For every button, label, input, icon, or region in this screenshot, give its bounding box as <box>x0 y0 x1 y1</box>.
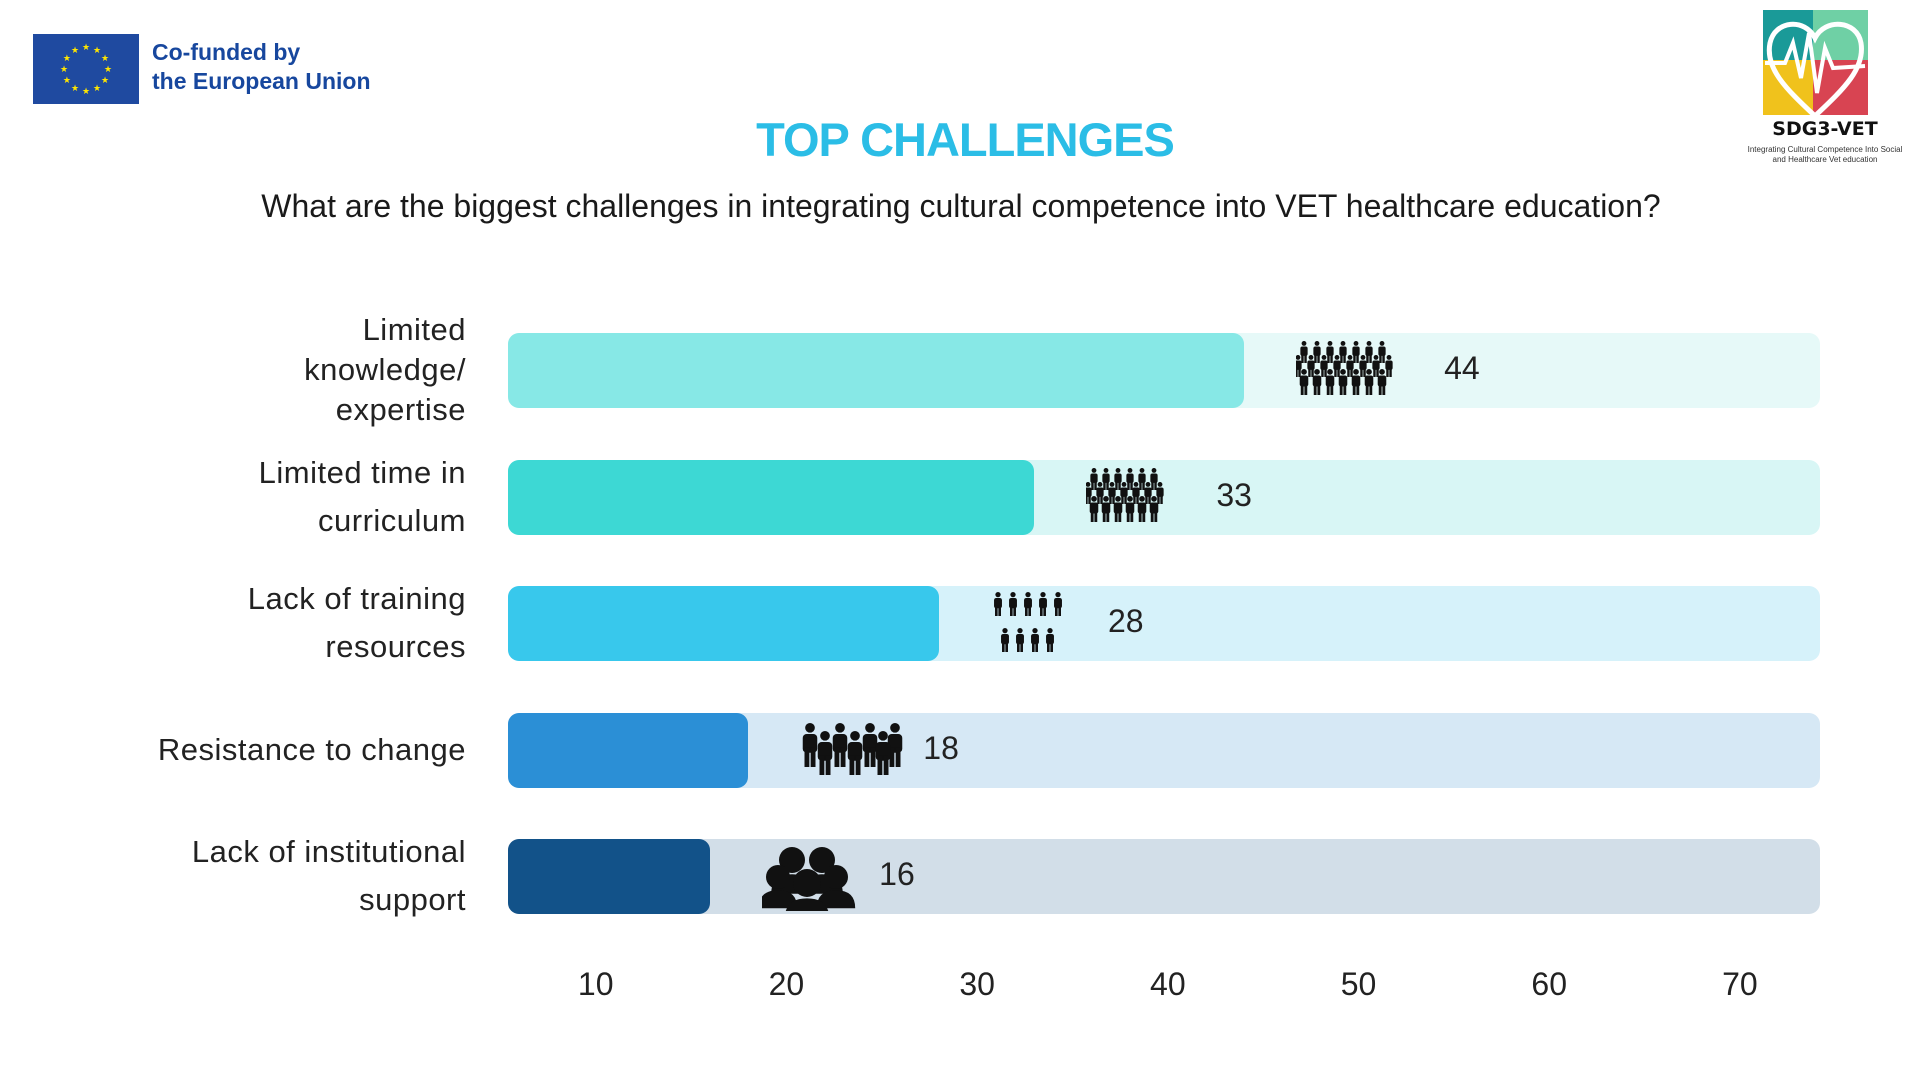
bar-track <box>508 839 1820 914</box>
people-group-icon <box>1086 468 1164 522</box>
logo-subtitle-line-2: and Healthcare Vet education <box>1772 155 1878 164</box>
bar <box>508 839 711 914</box>
svg-text:★: ★ <box>63 75 71 85</box>
svg-text:★: ★ <box>104 64 112 74</box>
people-group-icon <box>1296 341 1393 395</box>
people-group-icon <box>803 723 903 775</box>
bar <box>508 586 939 661</box>
category-label-line: curriculum <box>318 503 466 538</box>
category-label: Resistance to change <box>158 726 466 774</box>
logo-subtitle: Integrating Cultural Competence Into Soc… <box>1740 145 1910 165</box>
x-tick-label: 60 <box>1531 966 1568 1002</box>
chart-subtitle: What are the biggest challenges in integ… <box>261 188 1661 224</box>
category-label: Lack of institutional support <box>192 828 466 924</box>
logo-title: SDG3-VET <box>1772 118 1878 140</box>
x-tick-label: 10 <box>577 966 614 1002</box>
funder-text: Co-funded by the European Union <box>152 38 371 96</box>
svg-text:★: ★ <box>71 45 79 55</box>
category-label-line: resources <box>325 629 466 664</box>
bar-track <box>508 586 1820 661</box>
category-label-line: Limited time in <box>258 455 466 490</box>
svg-text:★: ★ <box>93 45 101 55</box>
svg-text:★: ★ <box>60 64 68 74</box>
value-label: 33 <box>1216 477 1252 513</box>
svg-text:★: ★ <box>82 42 90 52</box>
bar-track <box>508 333 1820 408</box>
svg-text:★: ★ <box>93 83 101 93</box>
category-label-line: Limited <box>362 312 466 347</box>
eu-flag-logo: ★ ★ ★ ★ ★ ★ ★ ★ ★ ★ ★ ★ <box>33 34 139 104</box>
people-group-icon <box>994 592 1062 652</box>
sdg3-vet-heart-logo <box>1763 10 1868 120</box>
category-label-line: Lack of training <box>247 581 466 616</box>
value-label: 16 <box>879 856 915 892</box>
svg-text:★: ★ <box>101 75 109 85</box>
category-label-line: expertise <box>335 392 466 427</box>
svg-text:★: ★ <box>71 83 79 93</box>
bar-track <box>508 713 1820 788</box>
bar <box>508 333 1245 408</box>
value-label: 28 <box>1107 603 1144 639</box>
category-label: Lack of training resources <box>248 575 466 671</box>
bar <box>508 713 749 788</box>
bar-track <box>508 460 1820 535</box>
funder-line-1: Co-funded by <box>152 39 301 65</box>
svg-text:★: ★ <box>82 86 90 96</box>
svg-text:★: ★ <box>101 53 109 63</box>
x-tick-label: 30 <box>959 966 995 1002</box>
svg-text:★: ★ <box>63 53 71 63</box>
x-tick-label: 70 <box>1722 966 1758 1002</box>
logo-subtitle-line-1: Integrating Cultural Competence Into Soc… <box>1747 145 1903 154</box>
bar <box>508 460 1035 535</box>
funder-line-2: the European Union <box>152 68 371 94</box>
category-label-line: support <box>359 882 466 917</box>
value-label: 44 <box>1444 350 1480 386</box>
people-group-icon <box>762 847 856 911</box>
x-tick-label: 50 <box>1340 966 1377 1002</box>
category-label-line: knowledge/ <box>304 352 466 387</box>
chart-title: TOP CHALLENGES <box>756 113 1175 166</box>
category-label-line: Resistance to change <box>157 732 466 767</box>
value-label: 18 <box>923 730 959 766</box>
x-tick-label: 20 <box>768 966 805 1002</box>
category-label: Limited time in curriculum <box>259 449 466 545</box>
category-label-line: Lack of institutional <box>191 834 466 869</box>
category-label: Limited knowledge/expertise <box>304 310 466 430</box>
x-tick-label: 40 <box>1150 966 1186 1002</box>
